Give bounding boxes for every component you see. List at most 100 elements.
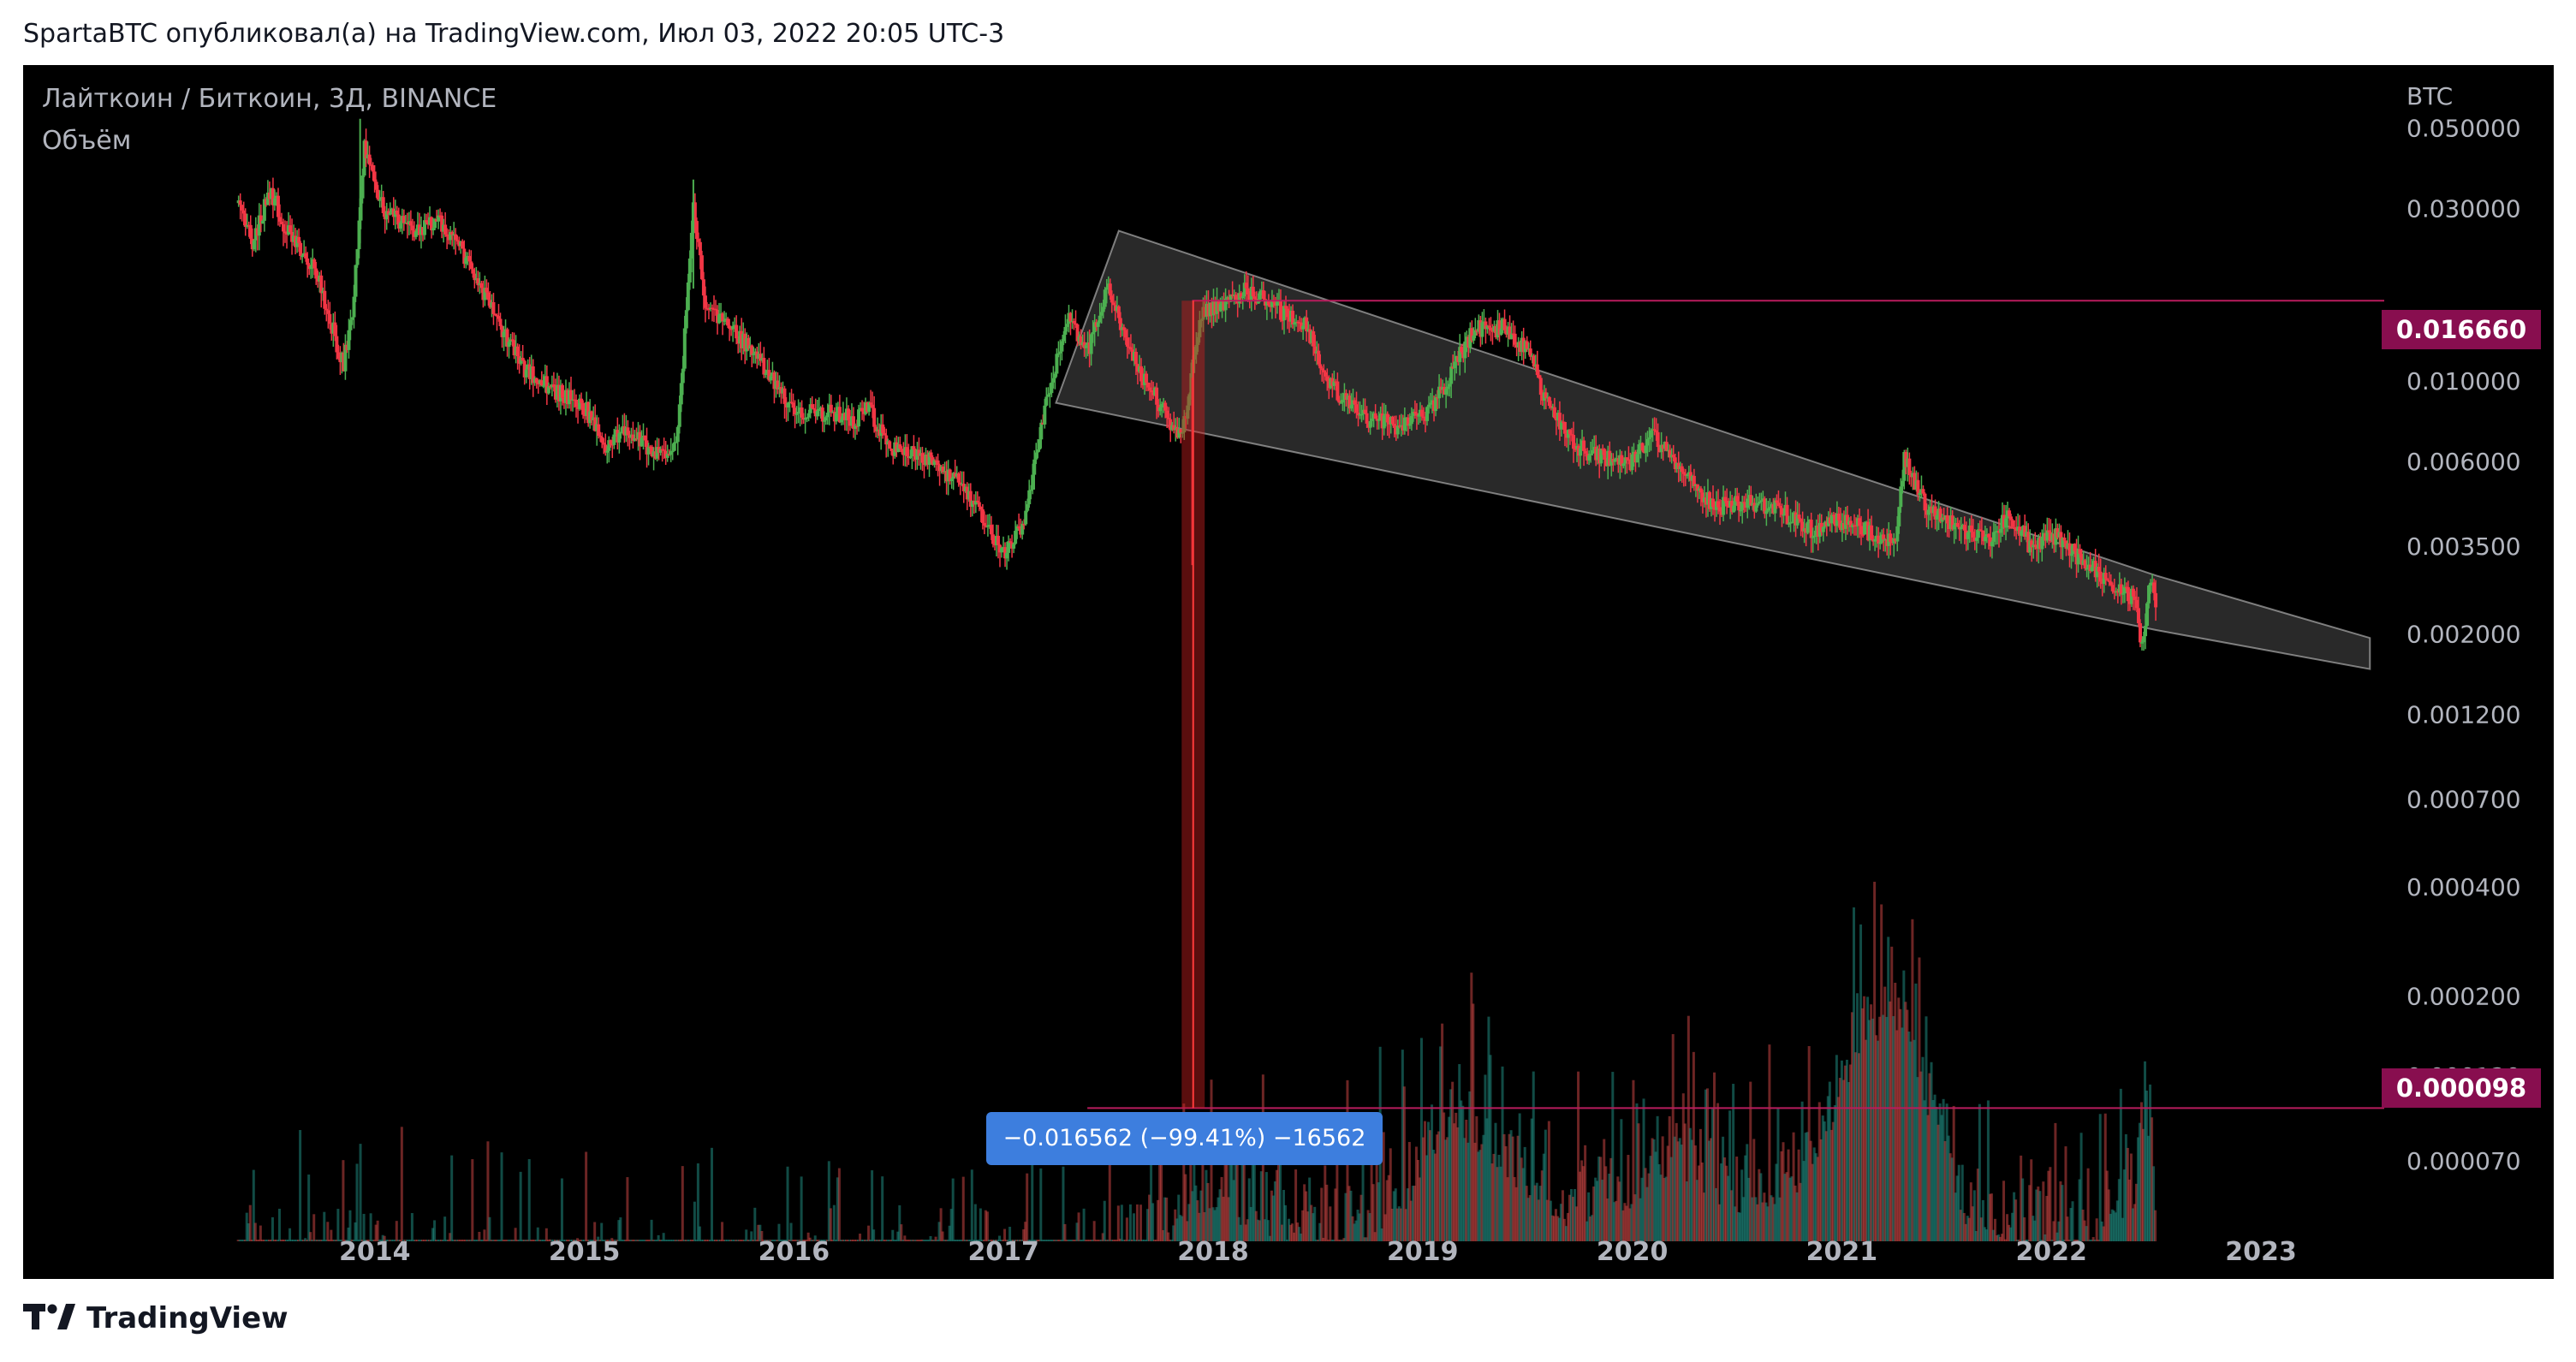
volume-bar — [1062, 1166, 1065, 1241]
volume-bar — [2100, 1221, 2103, 1241]
volume-bar — [689, 1240, 693, 1241]
volume-bar — [238, 1240, 241, 1241]
candle-body — [1111, 302, 1115, 306]
candle-body — [1787, 523, 1791, 525]
candle-body — [526, 364, 530, 370]
volume-bar — [1623, 1203, 1627, 1241]
candle-body — [1771, 503, 1776, 514]
candle-body — [1642, 450, 1646, 454]
candle-body — [541, 385, 545, 387]
volume-bar — [1349, 1190, 1353, 1241]
candle-body — [2076, 549, 2080, 565]
candle-body — [801, 417, 806, 420]
candle-body — [578, 398, 582, 409]
candle-body — [2001, 514, 2005, 529]
candle-body — [1181, 432, 1185, 434]
candle-body — [1193, 354, 1197, 360]
x-tick-label: 2015 — [549, 1237, 621, 1267]
volume-bar — [1923, 1100, 1926, 1241]
candle-body — [1993, 531, 1997, 533]
volume-bar — [1821, 1115, 1824, 1241]
volume-bar — [779, 1240, 782, 1241]
candle-body — [318, 275, 322, 282]
candle-body — [1186, 405, 1190, 419]
volume-bar — [1322, 1237, 1325, 1241]
volume-bar — [1031, 1145, 1034, 1241]
candle-body — [521, 357, 525, 361]
candle-body — [1930, 506, 1934, 514]
candle-body — [1579, 448, 1583, 456]
candle-body — [2011, 520, 2015, 527]
volume-bar — [2121, 1217, 2124, 1241]
volume-bar — [1098, 1240, 1101, 1241]
volume-bar — [1752, 1139, 1756, 1241]
volume-bar — [794, 1240, 798, 1241]
volume-bar — [1861, 1008, 1865, 1241]
candle-body — [662, 449, 666, 451]
volume-bar — [1715, 1187, 1718, 1241]
candle-body — [1897, 507, 1901, 526]
volume-bar — [565, 1240, 568, 1241]
candle-body — [262, 199, 266, 221]
volume-bar — [2042, 1181, 2045, 1241]
volume-bar — [1960, 1164, 1964, 1241]
volume-bar — [871, 1170, 874, 1241]
x-tick-label: 2021 — [1806, 1237, 1878, 1267]
candle-body — [1698, 488, 1703, 493]
volume-bar — [915, 1240, 919, 1241]
volume-bar — [1608, 1173, 1611, 1241]
volume-bar — [996, 1240, 999, 1241]
tradingview-logo-text: TradingView — [86, 1301, 289, 1335]
candle-body — [1838, 520, 1842, 530]
candle-body — [390, 208, 394, 213]
volume-bar — [1490, 1163, 1494, 1241]
volume-bar — [452, 1240, 455, 1241]
candle-body — [354, 265, 358, 297]
candle-body — [2140, 642, 2145, 644]
volume-bar — [2154, 1210, 2157, 1241]
candle-body — [1913, 473, 1917, 490]
volume-bar — [1128, 1204, 1132, 1241]
volume-bar — [2149, 1084, 2152, 1241]
tradingview-logo[interactable]: TradingView — [23, 1301, 289, 1335]
volume-bar — [1139, 1204, 1142, 1241]
volume-bar — [1196, 1200, 1199, 1241]
candle-body — [1758, 502, 1762, 503]
candle-body — [252, 240, 256, 250]
candle-body — [2055, 527, 2060, 538]
chart-panel[interactable]: 2014 2015 2016 2017 2018 2019 2020 2021 2022 2023… — [23, 65, 2554, 1279]
volume-bar — [335, 1240, 338, 1241]
volume-bar — [1344, 1192, 1347, 1241]
volume-bar — [367, 1240, 371, 1241]
volume-bar — [1654, 1151, 1657, 1241]
candle-body — [1150, 390, 1154, 393]
candle-body — [1421, 416, 1425, 419]
volume-bar — [2035, 1189, 2038, 1241]
volume-bar — [1271, 1195, 1275, 1241]
x-tick-label: 2016 — [759, 1237, 830, 1267]
volume-bar — [1421, 1137, 1425, 1241]
volume-bar — [1611, 1072, 1615, 1241]
candle-body — [929, 452, 933, 458]
candle-body — [271, 187, 275, 205]
volume-bar — [1116, 1205, 1120, 1241]
candle-body — [1322, 370, 1326, 372]
candle-body — [323, 290, 327, 309]
candle-body — [386, 211, 390, 215]
candle-body — [2152, 582, 2157, 593]
volume-indicator-label[interactable]: Объём — [42, 126, 132, 156]
measure-label: −0.016562 (−99.41%) −16562 — [986, 1112, 1383, 1165]
candle-body — [1332, 381, 1336, 386]
volume-bar — [2110, 1209, 2114, 1241]
candle-body — [538, 380, 542, 384]
price-chart[interactable]: 2014 2015 2016 2017 2018 2019 2020 2021 2022 2023… — [23, 65, 2554, 1279]
volume-bar — [1390, 1209, 1394, 1241]
volume-bar — [839, 1240, 842, 1241]
candle-body — [457, 241, 461, 247]
volume-bar — [1649, 1156, 1652, 1241]
volume-bar — [1594, 1177, 1597, 1241]
candle-body — [706, 308, 711, 311]
candle-body — [2090, 567, 2094, 571]
candle-body — [2103, 573, 2108, 580]
symbol-title[interactable]: Лайткоин / Биткоин, 3Д, BINANCE — [42, 84, 497, 114]
